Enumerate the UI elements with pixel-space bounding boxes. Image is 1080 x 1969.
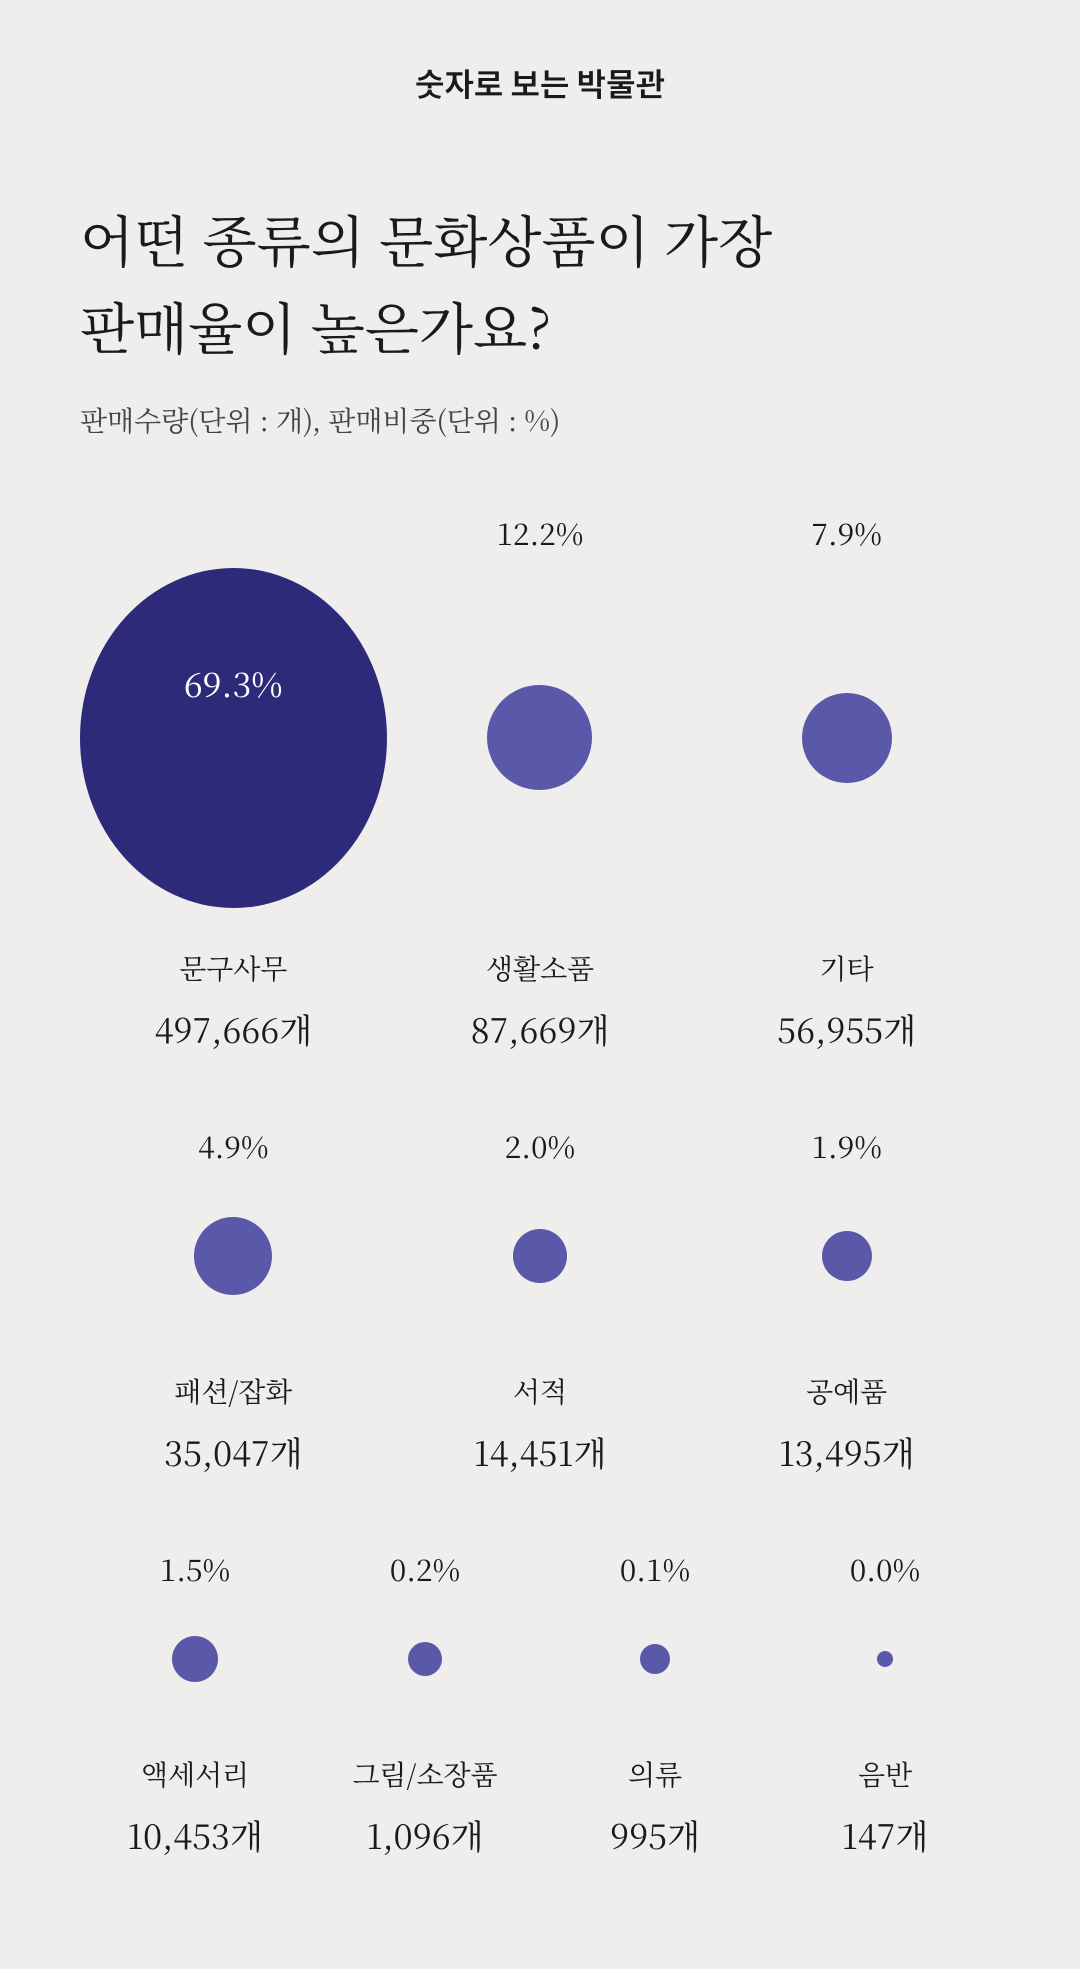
bubble-circle bbox=[513, 1229, 567, 1283]
count-label: 995개 bbox=[610, 1810, 700, 1859]
circle-wrap bbox=[387, 1181, 694, 1331]
circle-wrap bbox=[310, 1604, 540, 1714]
chart-row: 4.9% 패션/잡화 35,047개 2.0% 서적 14,451개 1.9% 공예품 13,4… bbox=[80, 1123, 1000, 1476]
count-label: 497,666개 bbox=[155, 1004, 313, 1053]
category-label: 액세서리 bbox=[141, 1754, 249, 1794]
category-label: 음반 bbox=[858, 1754, 912, 1794]
category-label: 기타 bbox=[820, 948, 874, 988]
circle-wrap: 69.3% bbox=[80, 568, 387, 908]
circle-wrap bbox=[693, 568, 1000, 908]
circle-wrap bbox=[540, 1604, 770, 1714]
percent-label: 1.5% bbox=[160, 1546, 231, 1590]
circle-wrap bbox=[770, 1604, 1000, 1714]
main-title: 어떤 종류의 문화상품이 가장판매율이 높은가요? bbox=[80, 196, 1000, 370]
bubble-circle bbox=[822, 1231, 872, 1281]
bubble-circle bbox=[802, 693, 892, 783]
circle-wrap bbox=[80, 1181, 387, 1331]
category-label: 문구사무 bbox=[179, 948, 287, 988]
category-label: 생활소품 bbox=[486, 948, 594, 988]
count-label: 10,453개 bbox=[127, 1810, 263, 1859]
section-header: 숫자로 보는 박물관 bbox=[80, 60, 1000, 106]
chart-row: 1.5% 액세서리 10,453개 0.2% 그림/소장품 1,096개 0.1% 의류 995… bbox=[80, 1546, 1000, 1859]
category-label: 그림/소장품 bbox=[352, 1754, 497, 1794]
chart-cell: 0.2% 그림/소장품 1,096개 bbox=[310, 1546, 540, 1859]
chart-cell: 0.0% 음반 147개 bbox=[770, 1546, 1000, 1859]
bubble-circle bbox=[640, 1644, 670, 1674]
chart-cell: 0.1% 의류 995개 bbox=[540, 1546, 770, 1859]
chart-cell: 7.9% 기타 56,955개 bbox=[693, 510, 1000, 1053]
subtitle: 판매수량(단위 : 개), 판매비중(단위 : %) bbox=[80, 400, 1000, 440]
percent-label: 0.1% bbox=[620, 1546, 691, 1590]
category-label: 서적 bbox=[513, 1371, 567, 1411]
category-label: 공예품 bbox=[806, 1371, 887, 1411]
percent-label: 4.9% bbox=[198, 1123, 269, 1167]
bubble-circle bbox=[172, 1636, 218, 1682]
percent-label: 1.9% bbox=[811, 1123, 882, 1167]
count-label: 1,096개 bbox=[367, 1810, 484, 1859]
chart-cell: 1.9% 공예품 13,495개 bbox=[693, 1123, 1000, 1476]
percent-label: 69.3% bbox=[184, 658, 283, 707]
percent-label: 12.2% bbox=[496, 510, 583, 554]
chart-cell: 69.3% 문구사무 497,666개 bbox=[80, 568, 387, 1053]
bubble-circle bbox=[877, 1651, 893, 1667]
count-label: 147개 bbox=[842, 1810, 928, 1859]
percent-label: 7.9% bbox=[811, 510, 882, 554]
bubble-circle bbox=[194, 1217, 272, 1295]
circle-wrap bbox=[387, 568, 694, 908]
percent-label: 2.0% bbox=[505, 1123, 576, 1167]
count-label: 56,955개 bbox=[777, 1004, 916, 1053]
bubble-chart: 69.3% 문구사무 497,666개 12.2% 생활소품 87,669개 7.9% 기타 5… bbox=[80, 510, 1000, 1859]
percent-label: 0.2% bbox=[390, 1546, 461, 1590]
chart-cell: 4.9% 패션/잡화 35,047개 bbox=[80, 1123, 387, 1476]
count-label: 13,495개 bbox=[779, 1427, 915, 1476]
circle-wrap bbox=[693, 1181, 1000, 1331]
category-label: 패션/잡화 bbox=[174, 1371, 292, 1411]
infographic-container: 숫자로 보는 박물관 어떤 종류의 문화상품이 가장판매율이 높은가요? 판매수… bbox=[0, 0, 1080, 1969]
bubble-circle bbox=[408, 1642, 442, 1676]
bubble-circle bbox=[80, 568, 387, 908]
category-label: 의류 bbox=[628, 1754, 682, 1794]
chart-row: 69.3% 문구사무 497,666개 12.2% 생활소품 87,669개 7.9% 기타 5… bbox=[80, 510, 1000, 1053]
circle-wrap bbox=[80, 1604, 310, 1714]
chart-cell: 1.5% 액세서리 10,453개 bbox=[80, 1546, 310, 1859]
count-label: 87,669개 bbox=[471, 1004, 610, 1053]
chart-cell: 2.0% 서적 14,451개 bbox=[387, 1123, 694, 1476]
count-label: 35,047개 bbox=[164, 1427, 302, 1476]
count-label: 14,451개 bbox=[474, 1427, 607, 1476]
bubble-circle bbox=[487, 685, 592, 790]
chart-cell: 12.2% 생활소품 87,669개 bbox=[387, 510, 694, 1053]
percent-label: 0.0% bbox=[850, 1546, 921, 1590]
